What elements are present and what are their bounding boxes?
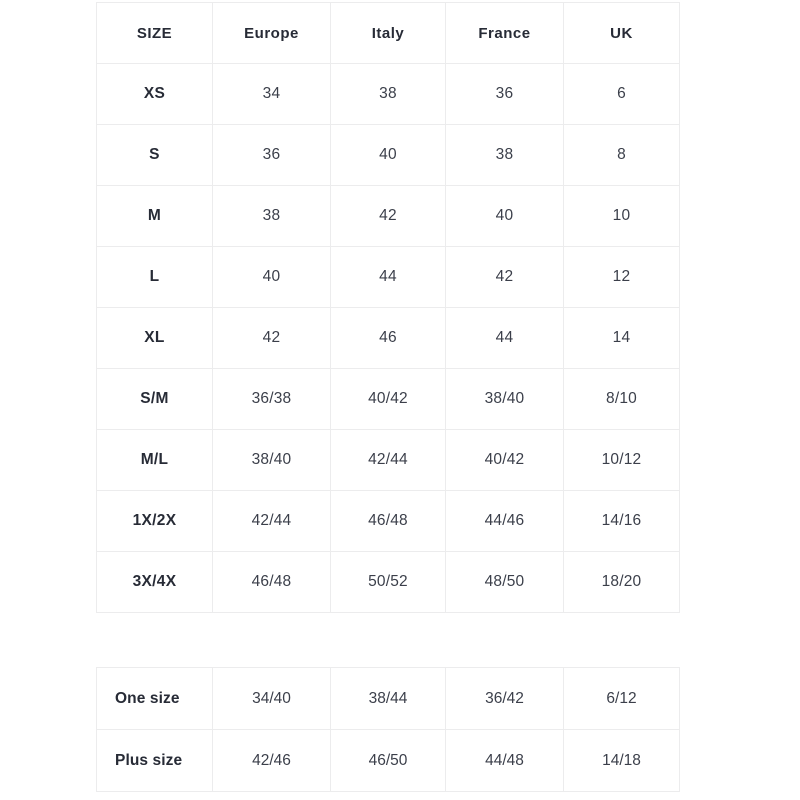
cell-france: 36/42: [445, 667, 564, 730]
column-header-uk: UK: [563, 2, 680, 64]
row-label: 3X/4X: [96, 551, 213, 613]
column-header-italy: Italy: [330, 2, 446, 64]
cell-uk: 14: [563, 307, 680, 369]
cell-uk: 12: [563, 246, 680, 308]
table-row: One size 34/40 38/44 36/42 6/12: [96, 667, 680, 730]
table-header-row: SIZE Europe Italy France UK: [96, 2, 680, 64]
cell-europe: 46/48: [212, 551, 331, 613]
row-label: XL: [96, 307, 213, 369]
table-row: 3X/4X 46/48 50/52 48/50 18/20: [96, 551, 680, 613]
cell-italy: 50/52: [330, 551, 446, 613]
row-label-plus-size: Plus size: [96, 729, 213, 792]
cell-italy: 40/42: [330, 368, 446, 430]
column-header-europe: Europe: [212, 2, 331, 64]
cell-europe: 42/44: [212, 490, 331, 552]
row-label: M/L: [96, 429, 213, 491]
cell-europe: 42/46: [212, 729, 331, 792]
cell-france: 44/46: [445, 490, 564, 552]
table-row: XL 42 46 44 14: [96, 307, 680, 369]
table-row: M 38 42 40 10: [96, 185, 680, 247]
table-row: S 36 40 38 8: [96, 124, 680, 186]
special-sizes-body: One size 34/40 38/44 36/42 6/12 Plus siz…: [96, 667, 680, 792]
cell-italy: 42: [330, 185, 446, 247]
cell-europe: 34/40: [212, 667, 331, 730]
cell-europe: 42: [212, 307, 331, 369]
cell-italy: 46/50: [330, 729, 446, 792]
cell-france: 44: [445, 307, 564, 369]
cell-france: 48/50: [445, 551, 564, 613]
cell-uk: 10/12: [563, 429, 680, 491]
cell-italy: 46/48: [330, 490, 446, 552]
cell-italy: 40: [330, 124, 446, 186]
cell-france: 40: [445, 185, 564, 247]
cell-italy: 38: [330, 63, 446, 125]
table-row: L 40 44 42 12: [96, 246, 680, 308]
cell-europe: 40: [212, 246, 331, 308]
cell-europe: 34: [212, 63, 331, 125]
cell-europe: 38: [212, 185, 331, 247]
row-label: M: [96, 185, 213, 247]
cell-italy: 42/44: [330, 429, 446, 491]
cell-uk: 8: [563, 124, 680, 186]
table-row: Plus size 42/46 46/50 44/48 14/18: [96, 729, 680, 792]
cell-europe: 36: [212, 124, 331, 186]
cell-france: 38/40: [445, 368, 564, 430]
table-body: XS 34 38 36 6 S 36 40 38 8 M 38 42: [96, 63, 680, 613]
cell-europe: 36/38: [212, 368, 331, 430]
table-row: S/M 36/38 40/42 38/40 8/10: [96, 368, 680, 430]
cell-france: 36: [445, 63, 564, 125]
cell-uk: 14/18: [563, 729, 680, 792]
cell-uk: 6: [563, 63, 680, 125]
row-label: S: [96, 124, 213, 186]
table-row: M/L 38/40 42/44 40/42 10/12: [96, 429, 680, 491]
cell-uk: 10: [563, 185, 680, 247]
cell-italy: 44: [330, 246, 446, 308]
table-header: SIZE Europe Italy France UK: [96, 2, 680, 64]
size-conversion-table-container: SIZE Europe Italy France UK XS 34 38 36 …: [96, 2, 680, 613]
special-sizes-table-container: One size 34/40 38/44 36/42 6/12 Plus siz…: [96, 667, 680, 792]
cell-france: 44/48: [445, 729, 564, 792]
cell-uk: 14/16: [563, 490, 680, 552]
row-label-one-size: One size: [96, 667, 213, 730]
column-header-france: France: [445, 2, 564, 64]
cell-france: 38: [445, 124, 564, 186]
cell-france: 40/42: [445, 429, 564, 491]
row-label: S/M: [96, 368, 213, 430]
row-label: 1X/2X: [96, 490, 213, 552]
cell-europe: 38/40: [212, 429, 331, 491]
cell-france: 42: [445, 246, 564, 308]
cell-uk: 6/12: [563, 667, 680, 730]
column-header-size: SIZE: [96, 2, 213, 64]
special-sizes-table: One size 34/40 38/44 36/42 6/12 Plus siz…: [96, 667, 680, 792]
table-row: 1X/2X 42/44 46/48 44/46 14/16: [96, 490, 680, 552]
row-label: XS: [96, 63, 213, 125]
row-label: L: [96, 246, 213, 308]
size-conversion-table: SIZE Europe Italy France UK XS 34 38 36 …: [96, 2, 680, 613]
table-row: XS 34 38 36 6: [96, 63, 680, 125]
cell-italy: 46: [330, 307, 446, 369]
cell-uk: 8/10: [563, 368, 680, 430]
cell-uk: 18/20: [563, 551, 680, 613]
cell-italy: 38/44: [330, 667, 446, 730]
